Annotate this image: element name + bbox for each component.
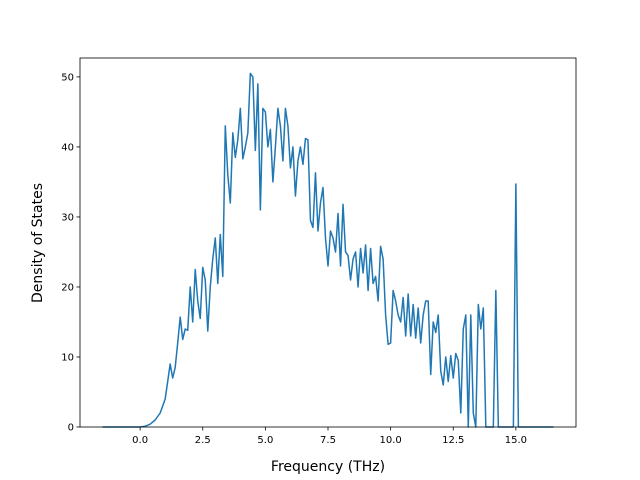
y-axis-label: Density of States [30, 183, 46, 303]
x-tick-label: 10.0 [379, 435, 401, 446]
x-tick-label: 0.0 [132, 435, 148, 446]
x-tick-label: 12.5 [442, 435, 464, 446]
y-tick-label: 40 [61, 142, 74, 153]
x-tick-label: 15.0 [505, 435, 527, 446]
line [102, 72, 554, 428]
y-tick-label: 30 [61, 212, 74, 223]
x-axis-label: Frequency (THz) [271, 459, 385, 475]
x-tick-label: 5.0 [257, 435, 273, 446]
x-tick-label: 2.5 [195, 435, 211, 446]
y-tick-label: 20 [61, 282, 74, 293]
axes-frame [79, 57, 577, 428]
y-tick-label: 0 [68, 423, 74, 434]
x-tick-label: 7.5 [320, 435, 336, 446]
y-tick-label: 50 [61, 72, 74, 83]
y-tick-label: 10 [61, 352, 74, 363]
